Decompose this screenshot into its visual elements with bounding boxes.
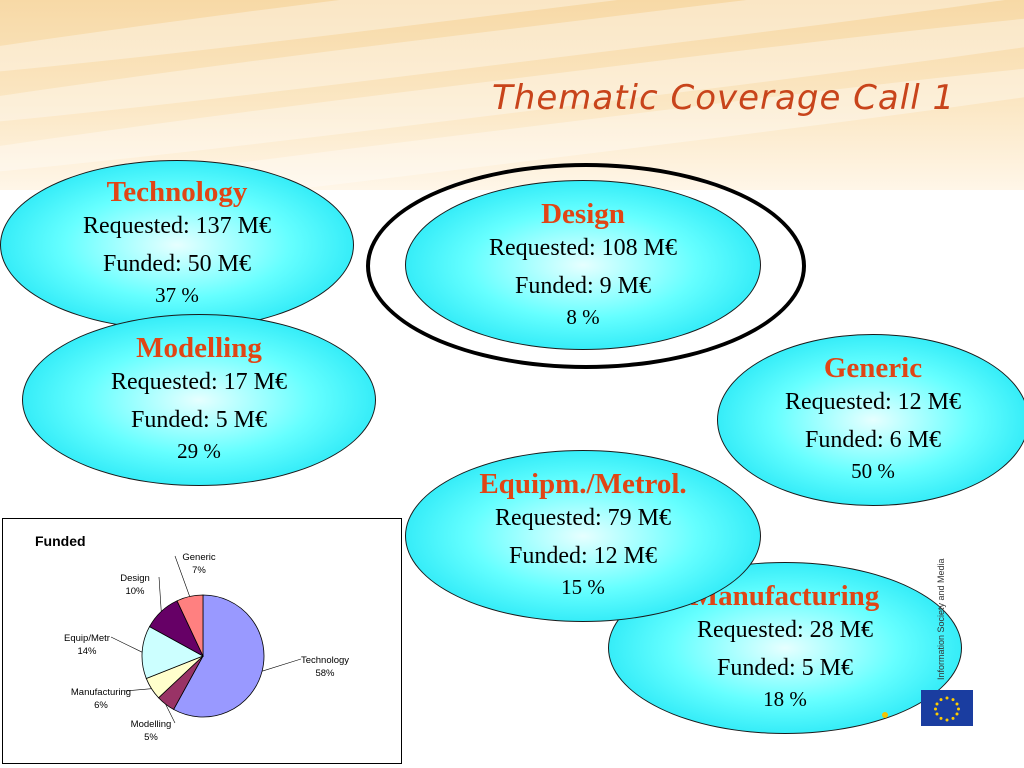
bubble-percent: 37 % (155, 283, 199, 307)
pie-value-label: 10% (125, 586, 145, 597)
pie-category-label: Design (120, 573, 150, 584)
slide-title: Thematic Coverage Call 1 (492, 78, 956, 118)
bubble-name: Modelling (136, 332, 262, 364)
decorative-dot (882, 712, 888, 718)
pie-leader-line (261, 658, 302, 672)
bubble-funded: Funded: 12 M€ (508, 543, 657, 569)
bubble-requested: Requested: 137 M€ (83, 213, 271, 239)
bubble-percent: 18 % (763, 687, 807, 711)
chart-title: Funded (35, 533, 86, 549)
bubble-percent: 15 % (561, 575, 605, 599)
pie-value-label: 7% (192, 565, 206, 576)
pie-slice-generic (176, 594, 204, 657)
bubble-funded: Funded: 50 M€ (102, 251, 251, 277)
bubble-technology: Technology Requested: 137 M€ Funded: 50 … (0, 160, 354, 330)
bubble-name: Design (541, 198, 625, 230)
bubble-percent: 29 % (177, 439, 221, 463)
pie-value-label: 14% (77, 646, 97, 657)
pie-value-label: 58% (315, 668, 335, 679)
pie-category-label: Generic (182, 552, 216, 563)
pie-value-label: 6% (94, 700, 108, 711)
pie-value-label: 5% (144, 732, 158, 743)
pie-chart-svg: Technology 58% Modelling 5% Manufacturing 6% E… (64, 552, 349, 743)
bubble-requested: Requested: 108 M€ (489, 235, 677, 261)
bubble-percent: 50 % (851, 459, 895, 483)
pie-category-label: Equip/Metr (64, 633, 110, 644)
bubble-modelling: Modelling Requested: 17 M€ Funded: 5 M€ … (22, 314, 376, 486)
bubble-name: Equipm./Metrol. (479, 468, 687, 500)
pie-slice-equip-metr (141, 626, 204, 679)
bubble-generic: Generic Requested: 12 M€ Funded: 6 M€ 50… (717, 334, 1024, 506)
pie-category-label: Modelling (131, 719, 172, 730)
header-banner (0, 0, 1024, 190)
pie-leader-line (124, 688, 152, 692)
bubble-funded: Funded: 5 M€ (716, 655, 853, 681)
pie-leader-line (110, 636, 143, 653)
bubble-requested: Requested: 28 M€ (697, 617, 873, 643)
eu-logo-text: Information Society and Media (936, 558, 946, 680)
bubble-name: Generic (823, 352, 923, 384)
bubble-design: Design Requested: 108 M€ Funded: 9 M€ 8 … (405, 180, 761, 350)
pie-leader-line (165, 704, 176, 724)
funded-pie-chart: Funded Technology 58% Modelling 5% Manufactu… (2, 518, 402, 764)
bubble-requested: Requested: 17 M€ (111, 369, 287, 395)
bubble-funded: Funded: 5 M€ (130, 407, 267, 433)
bubble-funded: Funded: 9 M€ (514, 273, 651, 299)
bubble-name: Technology (106, 176, 248, 208)
pie-category-label: Manufacturing (71, 687, 131, 698)
pie-slice-technology (173, 594, 265, 718)
bubble-funded: Funded: 6 M€ (804, 427, 941, 453)
pie-category-label: Technology (301, 655, 349, 666)
eu-stars-icon (934, 696, 960, 722)
bubble-requested: Requested: 12 M€ (785, 389, 961, 415)
pie-leader-line (174, 555, 190, 597)
bubble-percent: 8 % (566, 305, 600, 329)
banner-stripe (0, 0, 1024, 144)
design-highlight-ring (366, 163, 806, 369)
eu-flag-icon (921, 690, 973, 726)
bubble-equipm-metrol: Equipm./Metrol. Requested: 79 M€ Funded:… (405, 450, 761, 622)
bubble-requested: Requested: 79 M€ (495, 505, 671, 531)
pie-leader-line (158, 576, 162, 612)
